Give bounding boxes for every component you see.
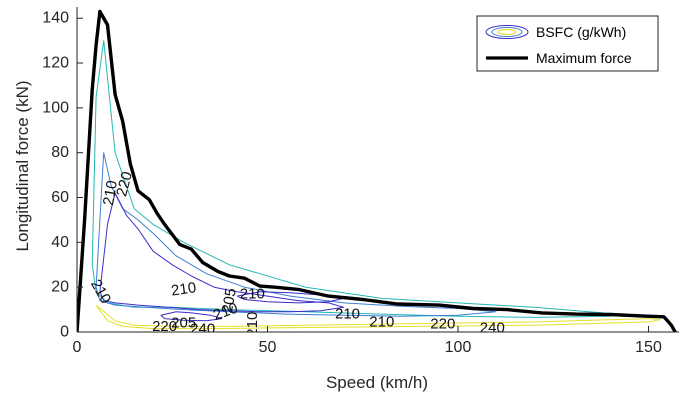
contour-label: 220	[113, 170, 136, 199]
legend: BSFC (g/kWh) Maximum force	[476, 15, 659, 72]
y-tick-label: 120	[42, 55, 69, 72]
contour-label: 210	[369, 313, 394, 330]
contour-label: 210	[335, 306, 360, 323]
contour-line-210-5	[236, 291, 345, 304]
contour-label: 210	[170, 279, 197, 299]
legend-contour-icon	[485, 25, 529, 39]
legend-label-bsfc: BSFC (g/kWh)	[536, 24, 626, 40]
contour-label: 220	[430, 316, 455, 333]
x-axis-title: Speed (km/h)	[326, 373, 428, 392]
x-tick-label: 100	[445, 339, 472, 356]
contour-label: 210	[100, 179, 121, 207]
contour-label: 205	[171, 315, 196, 332]
contour-line-220-1	[91, 40, 611, 318]
series-line-max-force	[77, 9, 677, 332]
legend-label-max-force: Maximum force	[536, 50, 632, 66]
x-tick-label: 50	[259, 339, 277, 356]
contour-label: 210	[240, 285, 265, 302]
contour-line-210-2	[95, 152, 497, 317]
contour-label: 240	[480, 320, 505, 337]
y-tick-label: 140	[42, 10, 69, 27]
y-tick-label: 80	[51, 144, 69, 161]
x-tick-label: 150	[635, 339, 662, 356]
y-tick-label: 20	[51, 279, 69, 296]
contour-label: 220	[152, 318, 177, 335]
y-tick-label: 0	[60, 324, 69, 341]
contour-line-240-0	[95, 304, 661, 330]
contour-label: 240	[190, 321, 215, 338]
contour-label: 205	[219, 287, 240, 315]
contour-label: 210	[244, 312, 261, 337]
contour-line-205-4	[160, 311, 223, 322]
axes: 0 50 100 150 0 20 40 60 80 100 120 140	[42, 7, 679, 356]
y-tick-label: 40	[51, 234, 69, 251]
y-axis-title: Longitudinal force (kN)	[13, 80, 32, 251]
y-tick-label: 60	[51, 189, 69, 206]
y-tick-label: 100	[42, 99, 69, 116]
x-tick-label: 0	[73, 339, 82, 356]
contour-line-205-3	[99, 192, 345, 313]
